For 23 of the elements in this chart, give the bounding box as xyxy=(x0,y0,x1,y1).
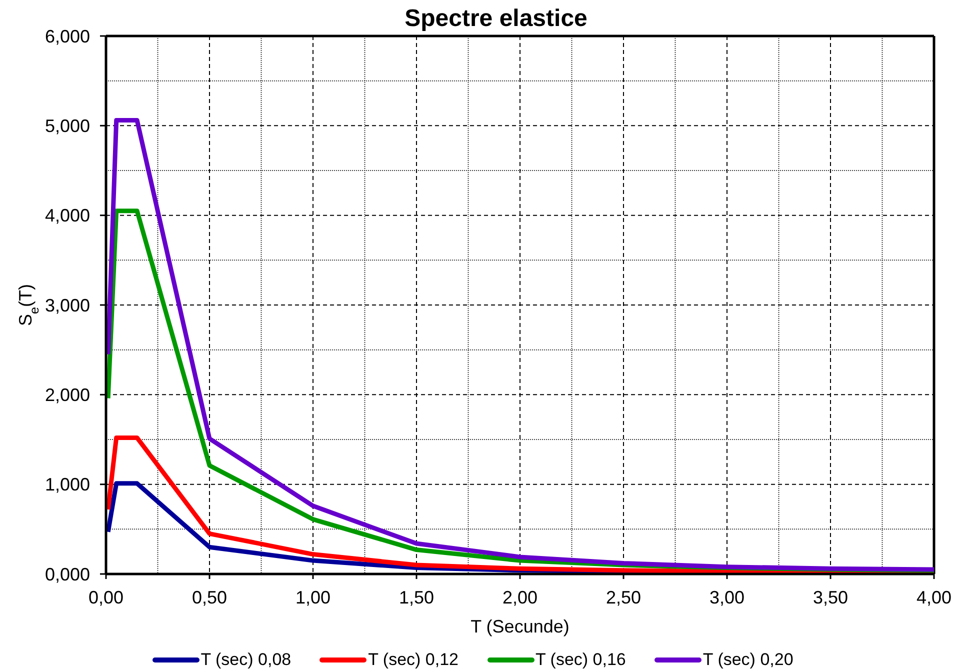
chart-title: Spectre elastice xyxy=(404,5,588,32)
x-tick-label: 2,00 xyxy=(502,587,538,608)
legend-label: T (sec) 0,08 xyxy=(200,650,292,670)
x-tick-label: 1,00 xyxy=(295,587,331,608)
y-tick-label: 6,000 xyxy=(44,26,90,46)
line-series xyxy=(106,118,934,572)
legend-label: T (sec) 0,20 xyxy=(702,650,794,670)
y-tick-label: 4,000 xyxy=(44,206,90,226)
x-tick-label: 3,00 xyxy=(709,587,745,608)
y-tick-label: 0,000 xyxy=(44,564,90,584)
y-tick-label: 3,000 xyxy=(44,295,90,316)
y-tick-label: 2,000 xyxy=(44,384,90,405)
y-tick-label: 1,000 xyxy=(44,474,90,495)
legend-label: T (sec) 0,12 xyxy=(368,650,458,670)
x-tick-label: 0,00 xyxy=(88,587,124,608)
x-axis-title: T (Secunde) xyxy=(470,616,570,636)
x-tick-label: 2,50 xyxy=(606,587,642,608)
x-tick-label: 4,00 xyxy=(916,587,952,608)
x-tick-label: 1,50 xyxy=(398,587,434,608)
legend-label: T (sec) 0,16 xyxy=(536,650,626,670)
x-tick-label: 0,50 xyxy=(192,587,228,608)
x-tick-label: 3,50 xyxy=(812,587,848,608)
y-tick-label: 5,000 xyxy=(44,116,90,136)
